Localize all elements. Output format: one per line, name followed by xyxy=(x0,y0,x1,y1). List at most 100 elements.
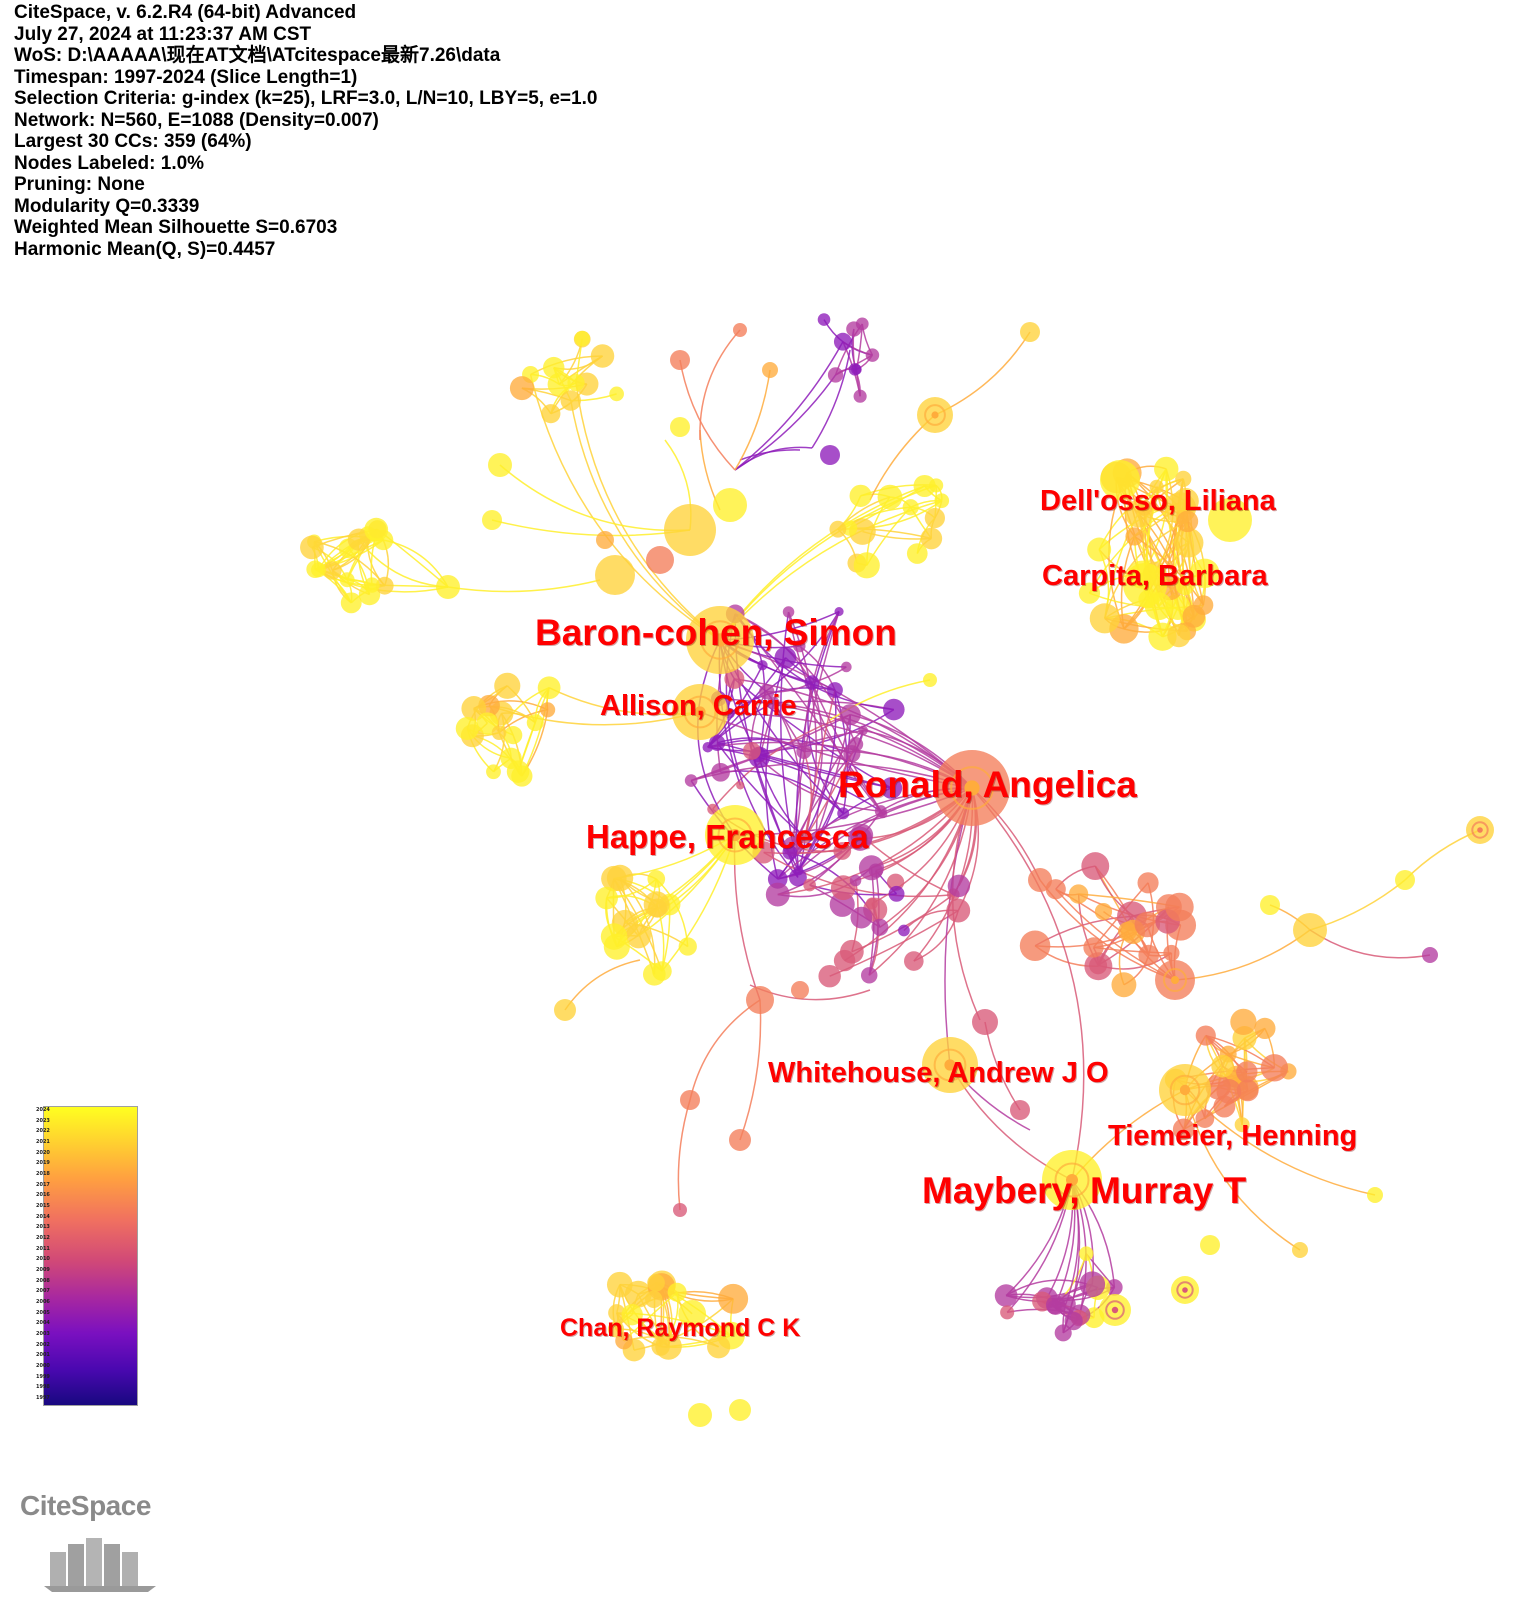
network-node[interactable] xyxy=(858,725,868,736)
network-node[interactable] xyxy=(574,330,590,347)
network-node[interactable] xyxy=(711,762,730,782)
network-node[interactable] xyxy=(757,660,768,671)
network-node[interactable] xyxy=(1137,872,1159,894)
label-ronald[interactable]: Ronald, Angelica xyxy=(838,764,1137,805)
network-node[interactable] xyxy=(560,390,581,411)
network-node[interactable] xyxy=(672,684,728,740)
network-node[interactable] xyxy=(848,736,864,752)
label-maybery[interactable]: Maybery, Murray T xyxy=(922,1170,1247,1211)
network-node[interactable] xyxy=(1099,1294,1131,1326)
network-node[interactable] xyxy=(1094,902,1113,921)
network-node[interactable] xyxy=(878,809,888,819)
network-node[interactable] xyxy=(509,376,534,401)
network-node[interactable] xyxy=(1175,576,1195,596)
network-node[interactable] xyxy=(1176,510,1199,533)
network-node[interactable] xyxy=(511,765,533,787)
network-node[interactable] xyxy=(853,389,867,403)
network-node[interactable] xyxy=(375,576,394,595)
network-node[interactable] xyxy=(1367,1187,1383,1203)
network-node[interactable] xyxy=(541,404,561,424)
network-node[interactable] xyxy=(774,646,797,669)
network-node[interactable] xyxy=(504,726,523,745)
network-node[interactable] xyxy=(917,397,953,433)
network-node[interactable] xyxy=(922,1037,978,1093)
network-node[interactable] xyxy=(841,661,852,673)
network-node[interactable] xyxy=(339,572,355,588)
network-node[interactable] xyxy=(595,555,635,595)
network-node[interactable] xyxy=(1028,868,1052,892)
network-node[interactable] xyxy=(736,781,745,790)
network-node[interactable] xyxy=(827,682,843,699)
network-node[interactable] xyxy=(1138,944,1160,966)
network-node[interactable] xyxy=(972,1009,998,1035)
network-node[interactable] xyxy=(947,874,971,898)
network-node[interactable] xyxy=(347,528,371,551)
network-node[interactable] xyxy=(705,805,765,865)
network-node[interactable] xyxy=(526,714,544,732)
network-node[interactable] xyxy=(902,499,919,516)
network-node[interactable] xyxy=(877,484,903,510)
network-node[interactable] xyxy=(1466,816,1494,844)
network-node[interactable] xyxy=(1172,487,1199,515)
network-node[interactable] xyxy=(606,1271,633,1298)
network-node[interactable] xyxy=(300,535,324,560)
network-node[interactable] xyxy=(782,845,798,860)
network-node[interactable] xyxy=(830,875,856,901)
network-node[interactable] xyxy=(651,1337,670,1356)
network-node[interactable] xyxy=(762,362,778,378)
network-node[interactable] xyxy=(796,743,812,759)
network-node[interactable] xyxy=(834,607,844,617)
network-node[interactable] xyxy=(850,906,873,929)
network-node[interactable] xyxy=(898,924,910,937)
network-node[interactable] xyxy=(840,939,864,964)
network-node[interactable] xyxy=(642,962,666,986)
network-node[interactable] xyxy=(500,747,522,769)
network-node[interactable] xyxy=(1089,603,1120,634)
network-node[interactable] xyxy=(1395,870,1415,890)
network-node[interactable] xyxy=(1154,456,1179,482)
network-node[interactable] xyxy=(1078,1246,1094,1261)
network-node[interactable] xyxy=(1195,1109,1215,1129)
network-node[interactable] xyxy=(791,981,809,999)
network-node[interactable] xyxy=(1165,892,1194,922)
network-node[interactable] xyxy=(554,999,576,1021)
network-node[interactable] xyxy=(667,1282,687,1302)
network-node[interactable] xyxy=(1155,960,1195,1000)
network-node[interactable] xyxy=(688,1403,712,1427)
network-node[interactable] xyxy=(729,1129,751,1151)
network-node[interactable] xyxy=(547,372,571,396)
network-node[interactable] xyxy=(742,742,761,760)
network-node[interactable] xyxy=(1010,1100,1030,1120)
network-node[interactable] xyxy=(1200,1235,1220,1255)
network-node[interactable] xyxy=(1163,944,1180,962)
network-node[interactable] xyxy=(1079,1271,1106,1298)
network-node[interactable] xyxy=(1175,470,1192,487)
network-node[interactable] xyxy=(1149,479,1164,494)
network-node[interactable] xyxy=(323,561,342,580)
network-node[interactable] xyxy=(1195,1025,1216,1046)
network-node[interactable] xyxy=(994,1284,1018,1307)
network-node[interactable] xyxy=(596,531,614,549)
network-node[interactable] xyxy=(590,344,615,368)
network-node[interactable] xyxy=(1211,1054,1234,1078)
network-node[interactable] xyxy=(913,474,936,498)
network-node[interactable] xyxy=(733,323,747,337)
network-node[interactable] xyxy=(1260,895,1280,915)
network-node[interactable] xyxy=(841,520,858,536)
label-allison[interactable]: Allison, Carrie xyxy=(600,690,797,722)
network-node[interactable] xyxy=(1083,937,1104,958)
network-node[interactable] xyxy=(1230,1008,1257,1036)
network-node[interactable] xyxy=(1068,884,1089,904)
network-node[interactable] xyxy=(804,675,820,690)
network-node[interactable] xyxy=(1045,1295,1066,1315)
network-node[interactable] xyxy=(540,702,556,718)
network-node[interactable] xyxy=(643,891,670,918)
network-node[interactable] xyxy=(1106,1279,1123,1296)
network-node[interactable] xyxy=(645,1290,663,1309)
network-node[interactable] xyxy=(436,575,460,599)
label-carpita[interactable]: Carpita, Barbara xyxy=(1042,560,1268,592)
network-node[interactable] xyxy=(621,1304,643,1326)
network-node[interactable] xyxy=(707,1335,731,1359)
network-node[interactable] xyxy=(647,870,666,888)
network-node[interactable] xyxy=(600,923,628,950)
